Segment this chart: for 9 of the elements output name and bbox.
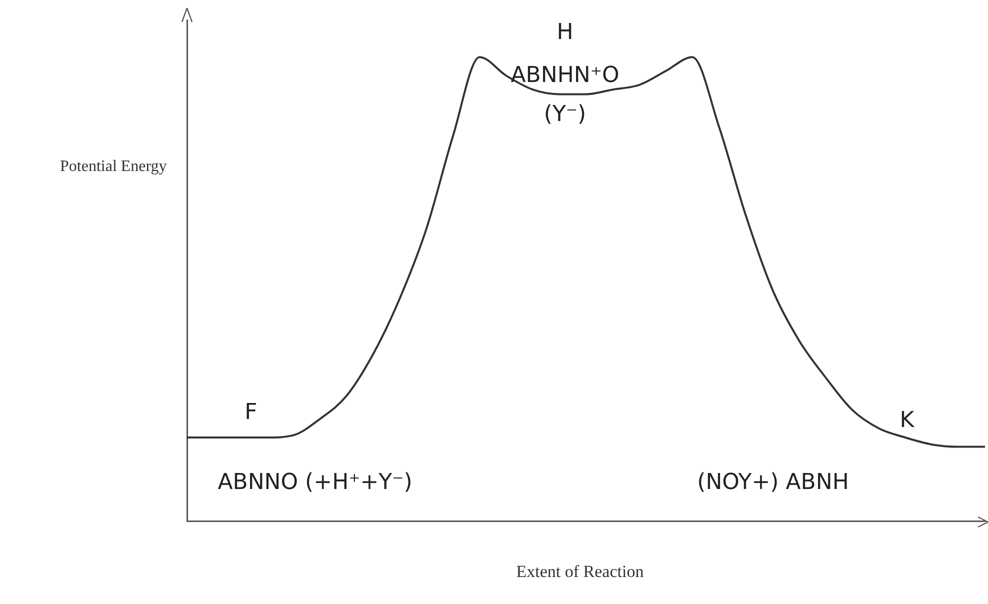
annotation: F [244,400,258,425]
annotation: ABNHN⁺O [510,63,620,88]
x-axis-title: Extent of Reaction [515,562,645,582]
y-axis-title: Potential Energy [60,157,168,177]
annotation: (NOY+) ABNH [696,470,850,495]
text: H [556,20,574,45]
annotation: ABNNO (+H⁺+Y⁻) [216,470,414,495]
annotation: (Y⁻) [542,102,588,127]
annotation: K [898,408,916,433]
